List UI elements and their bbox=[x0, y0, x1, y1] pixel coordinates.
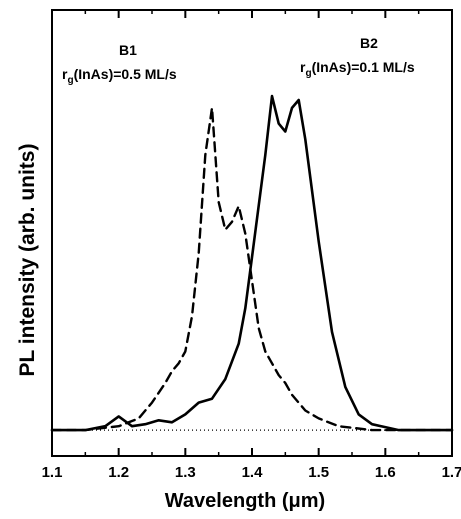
x-tick-label: 1.5 bbox=[308, 464, 329, 481]
x-tick-label: 1.2 bbox=[108, 464, 129, 481]
series-layer bbox=[50, 94, 454, 432]
x-tick-label: 1.3 bbox=[175, 464, 196, 481]
annotation-b2-label: B2 bbox=[360, 35, 378, 51]
series-line-dashed bbox=[50, 106, 454, 432]
ticks-layer: 1.1 1.2 1.3 1.4 1.5 1.6 1.7 bbox=[42, 10, 461, 481]
x-tick-label: 1.7 bbox=[442, 464, 461, 481]
x-axis-title: Wavelength (μm) bbox=[165, 490, 325, 512]
annotation-b1-rate: rg(InAs)=0.5 ML/s bbox=[62, 66, 177, 86]
annotation-b1-label: B1 bbox=[119, 42, 137, 58]
x-tick-label: 1.6 bbox=[375, 464, 396, 481]
x-tick-label: 1.1 bbox=[42, 464, 63, 481]
y-axis-title: PL intensity (arb. units) bbox=[16, 144, 39, 377]
series-line-solid bbox=[50, 94, 454, 432]
annotation-b2-rate: rg(InAs)=0.1 ML/s bbox=[300, 59, 415, 79]
x-tick-label: 1.4 bbox=[242, 464, 264, 481]
